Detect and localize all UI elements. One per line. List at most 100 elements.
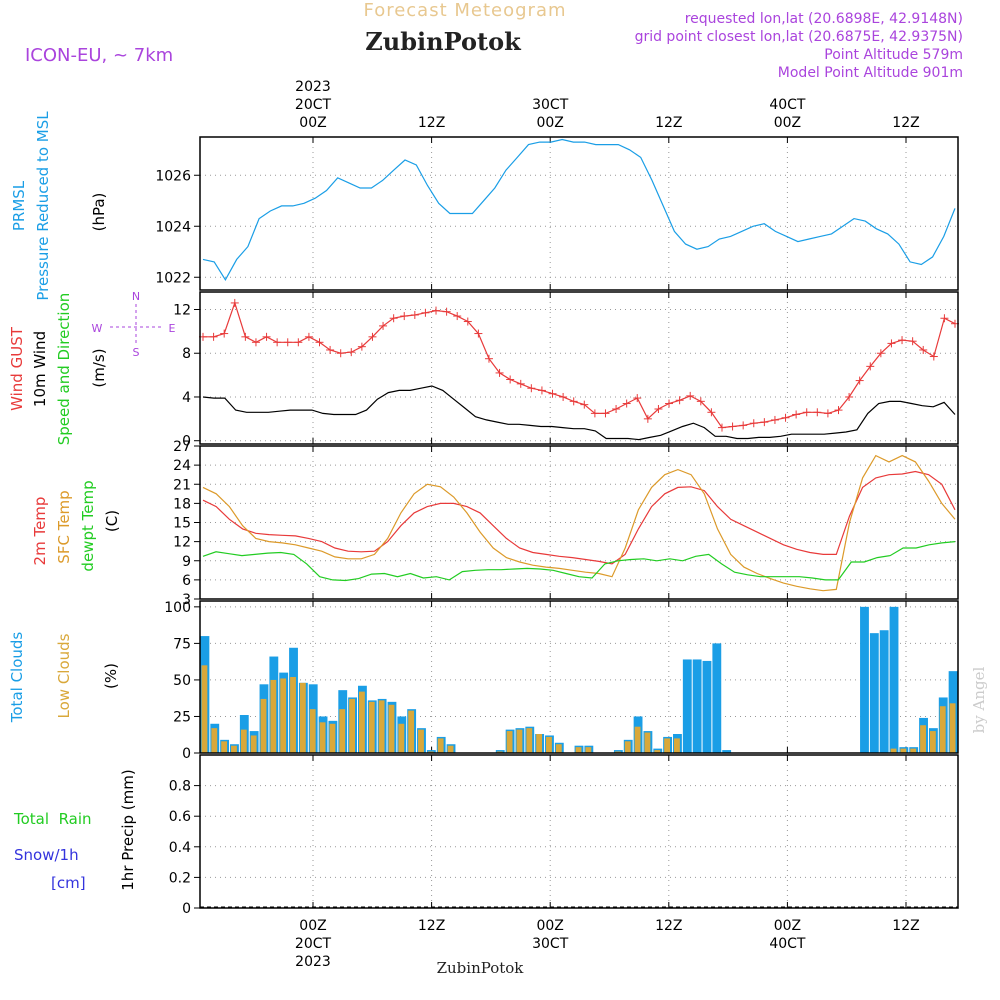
bottom-time-label: 12Z <box>655 918 682 934</box>
bar-low-clouds <box>920 725 926 753</box>
ytick-label: 12 <box>173 535 191 551</box>
legend-snow-unit: [cm] <box>51 874 86 892</box>
temp-sfc-label: SFC Temp <box>55 490 73 563</box>
bar-low-clouds <box>270 679 277 753</box>
model-altitude: Model Point Altitude 901m <box>778 65 963 81</box>
series-line-dewpt-temp <box>202 541 956 582</box>
bar-total-clouds <box>722 750 732 753</box>
panel-wind: 0 4 8 12 <box>173 291 959 450</box>
bar-low-clouds <box>240 729 247 753</box>
bar-low-clouds <box>929 731 936 753</box>
bar-low-clouds <box>309 709 316 753</box>
bar-low-clouds <box>319 722 326 753</box>
ytick-label: 18 <box>173 496 191 512</box>
bar-total-clouds <box>869 633 879 753</box>
legend-snow: Snow/1h <box>14 846 79 864</box>
ytick-label: 24 <box>173 458 191 474</box>
bar-total-clouds <box>889 606 899 753</box>
temp-2m-label: 2m Temp <box>31 497 49 566</box>
requested-lonlat: requested lon,lat (20.6898E, 42.9148N) <box>685 11 963 27</box>
top-time-label: 00Z <box>299 115 326 131</box>
bar-low-clouds <box>546 736 552 753</box>
top-time-label: 00Z <box>774 115 801 131</box>
bar-total-clouds <box>682 659 692 753</box>
bar-low-clouds <box>378 700 385 753</box>
series-line-pressure <box>202 138 956 281</box>
panel-pressure: 1022 1024 1026 <box>155 136 959 291</box>
bar-low-clouds <box>329 723 336 753</box>
series-line-wind-gust <box>203 300 956 429</box>
legend-total-rain: Total Rain <box>13 810 92 828</box>
bar-low-clouds <box>290 677 296 753</box>
compass-rose: N W E S <box>92 290 176 359</box>
plot-panels: 1022102410260481236912151821242702550751… <box>155 79 959 970</box>
panel-frame <box>199 291 959 445</box>
bar-low-clouds <box>624 741 631 753</box>
bar-low-clouds <box>674 738 680 753</box>
ytick-label: 6 <box>182 573 191 589</box>
bar-total-clouds <box>712 643 722 753</box>
ytick-label: 21 <box>173 477 191 493</box>
bottom-time-label: 00Z <box>774 918 801 934</box>
compass-s: S <box>133 346 140 359</box>
bar-low-clouds <box>388 704 395 753</box>
bar-low-clouds <box>949 703 956 753</box>
bar-total-clouds <box>692 659 702 753</box>
panel-frame <box>199 754 959 909</box>
bottom-time-label: 00Z <box>299 918 326 934</box>
closest-lonlat: grid point closest lon,lat (20.6875E, 42… <box>635 29 963 45</box>
bar-low-clouds <box>260 698 267 753</box>
top-time-label: 40CT <box>769 97 806 113</box>
ytick-label: 1024 <box>155 219 191 235</box>
bar-low-clouds <box>368 701 375 753</box>
top-time-label: 12Z <box>892 115 919 131</box>
ytick-label: 0 <box>182 746 191 762</box>
bottom-time-label: 12Z <box>418 918 445 934</box>
bar-low-clouds <box>634 726 641 753</box>
bar-low-clouds <box>359 691 365 753</box>
ytick-label: 1022 <box>155 270 191 286</box>
bar-low-clouds <box>418 729 424 753</box>
ytick-label: 0.4 <box>169 840 191 856</box>
bar-low-clouds <box>201 665 208 753</box>
ytick-label: 3 <box>182 592 191 608</box>
bar-low-clouds <box>654 750 661 753</box>
low-clouds-label: Low Clouds <box>55 633 73 718</box>
bottom-time-label: 12Z <box>892 918 919 934</box>
bar-low-clouds <box>221 741 228 753</box>
bar-low-clouds <box>890 748 897 753</box>
series-line-10m-wind <box>202 385 956 441</box>
ytick-label: 75 <box>173 636 191 652</box>
ytick-label: 8 <box>182 346 191 362</box>
compass-n: N <box>132 290 140 303</box>
bar-low-clouds <box>939 706 946 753</box>
ytick-label: 1026 <box>155 168 191 184</box>
bar-low-clouds <box>536 734 543 753</box>
model-label: ICON-EU, ~ 7km <box>25 45 173 66</box>
top-time-label: 30CT <box>532 97 569 113</box>
ytick-label: 0.8 <box>169 779 191 795</box>
pressure-unit: (hPa) <box>90 193 108 232</box>
top-time-label: 00Z <box>536 115 563 131</box>
clouds-unit: (%) <box>102 663 120 689</box>
ytick-label: 27 <box>173 439 191 455</box>
bar-low-clouds <box>250 735 257 753</box>
bar-low-clouds <box>664 738 671 753</box>
bar-low-clouds <box>526 728 533 753</box>
wind-10m-label: 10m Wind <box>31 331 49 407</box>
bar-low-clouds <box>575 747 582 753</box>
ytick-label: 15 <box>173 516 191 532</box>
panel-clouds: 0 25 50 75 100 <box>164 600 959 762</box>
bar-total-clouds <box>879 630 889 753</box>
bar-low-clouds <box>447 745 454 753</box>
bar-low-clouds <box>910 748 917 753</box>
series-line-sfc-temp <box>202 454 956 592</box>
temp-unit: (C) <box>103 510 121 532</box>
credit: by Angel <box>970 666 988 733</box>
top-time-label: 2023 <box>295 79 331 95</box>
ytick-label: 4 <box>182 390 191 406</box>
precip-label: 1hr Precip (mm) <box>119 769 137 890</box>
bar-low-clouds <box>516 729 523 753</box>
bar-low-clouds <box>349 698 356 753</box>
